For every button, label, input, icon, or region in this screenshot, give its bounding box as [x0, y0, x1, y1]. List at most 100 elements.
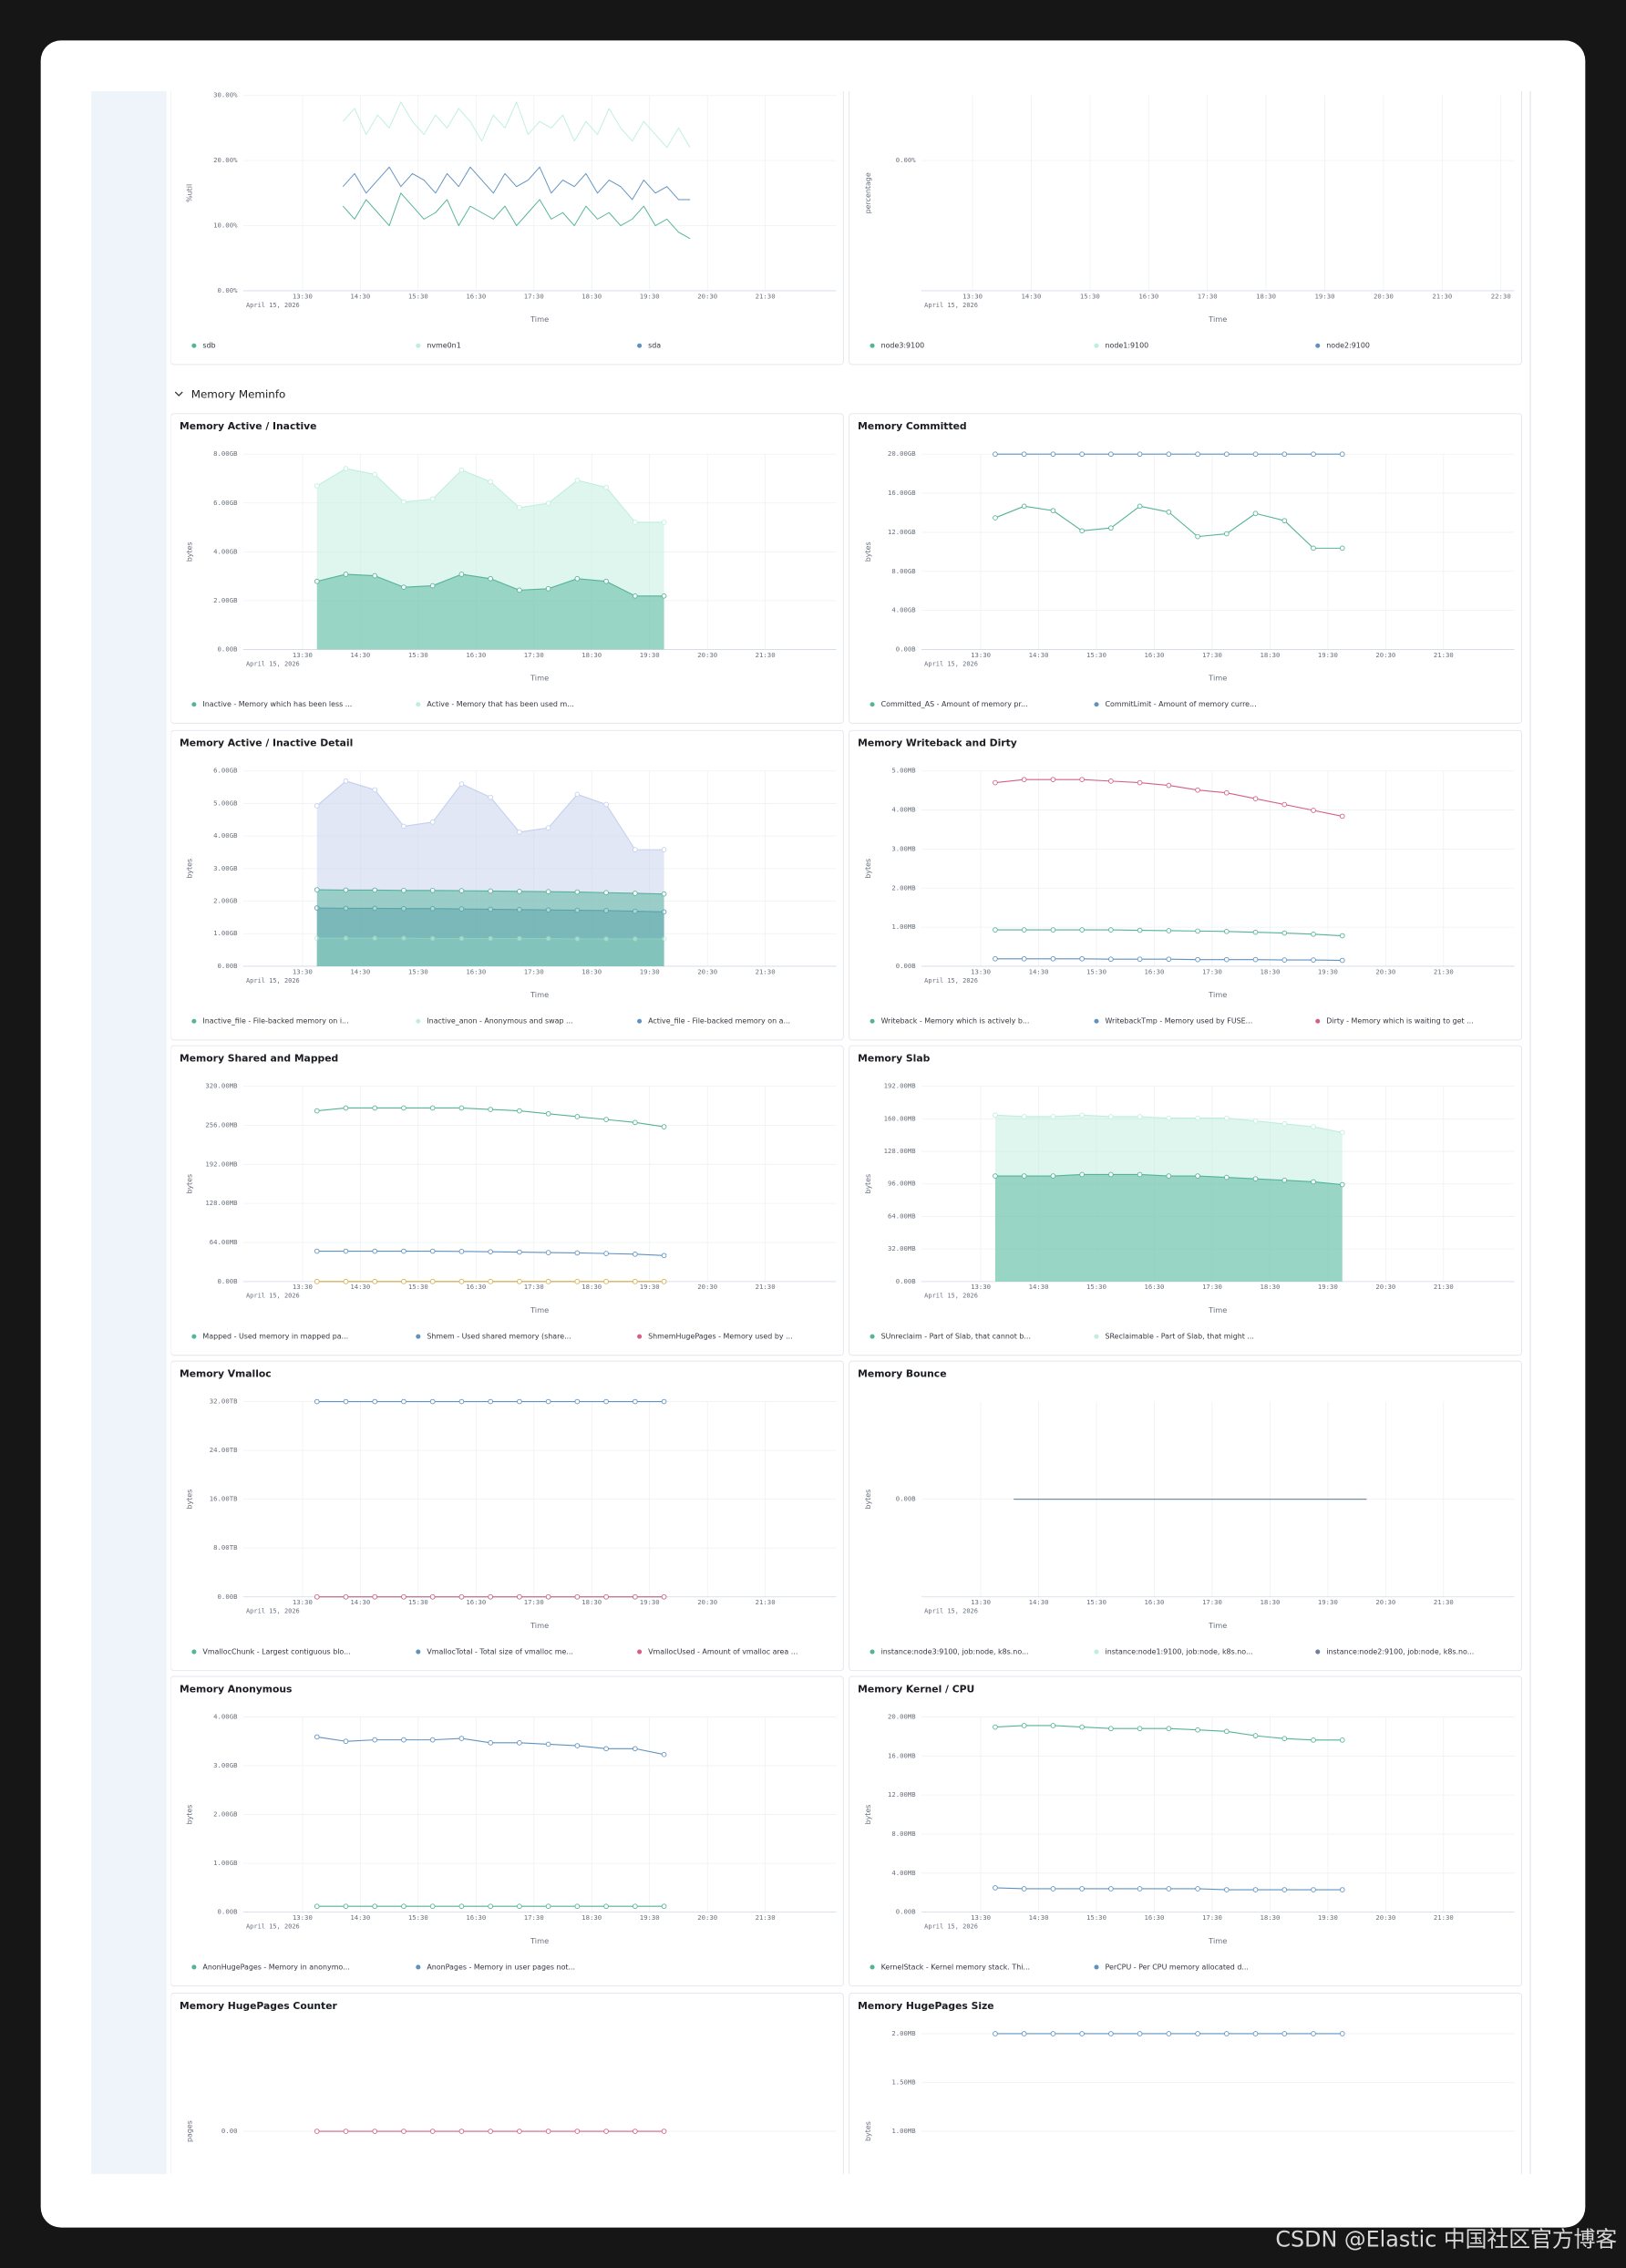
panel-frame	[849, 729, 1522, 1041]
data-point	[603, 2129, 609, 2134]
data-point	[993, 515, 998, 521]
data-point	[517, 1279, 522, 1284]
x-tick-label: 15:30	[408, 1913, 428, 1922]
date-label: April 15, 2026	[246, 660, 300, 667]
data-point	[488, 2129, 493, 2134]
y-tick-label: 4.00GB	[213, 1712, 238, 1720]
data-point	[993, 1173, 998, 1179]
data-point	[1050, 2031, 1056, 2036]
data-point	[343, 466, 349, 471]
data-point	[1050, 1173, 1056, 1179]
panel-title: Memory Vmalloc	[180, 1367, 272, 1379]
data-point	[1195, 1886, 1200, 1892]
panel: Memory HugePages Size bytes 1.00MB 1.50MB 2.…	[849, 1993, 1522, 2174]
y-axis-label: bytes	[864, 859, 872, 879]
x-tick-label: 22:30	[1491, 292, 1511, 300]
data-point	[574, 1903, 581, 1910]
data-point	[633, 1903, 638, 1910]
data-point	[993, 451, 998, 458]
x-tick-label: 13:30	[971, 1598, 991, 1606]
y-tick-label: 32.00TB	[210, 1397, 238, 1406]
data-point	[458, 888, 465, 893]
data-point	[1339, 933, 1345, 939]
data-point	[661, 1751, 667, 1758]
y-tick-label: 0.00B	[218, 1593, 239, 1601]
x-tick-label: 17:30	[1202, 967, 1222, 975]
x-tick-label: 15:30	[1086, 1283, 1106, 1291]
data-point	[1137, 779, 1143, 786]
data-point	[1079, 528, 1085, 534]
data-point	[458, 1736, 465, 1741]
data-point	[993, 927, 998, 933]
y-tick-label: 192.00MB	[205, 1160, 238, 1168]
legend-label: VmallocTotal - Total size of vmalloc me.…	[427, 1648, 573, 1656]
legend-label: sdb	[202, 342, 215, 350]
data-point	[574, 1250, 581, 1256]
x-tick-label: 19:30	[1318, 651, 1338, 659]
data-point	[1166, 956, 1172, 963]
panel: Memory Anonymous bytes 0.00B 1.00GB 2.00GB 3.…	[170, 1675, 844, 1987]
data-point	[1137, 956, 1143, 963]
data-point	[429, 1248, 436, 1254]
x-tick-label: 19:30	[640, 651, 660, 659]
y-tick-label: 3.00GB	[213, 1761, 238, 1769]
x-tick-label: 18:30	[1260, 1913, 1280, 1922]
data-point	[429, 582, 436, 589]
data-point	[343, 2129, 349, 2134]
data-point	[1166, 782, 1172, 789]
x-tick-label: 14:30	[350, 1283, 370, 1291]
data-point	[993, 1885, 998, 1891]
x-tick-label: 16:30	[1145, 1913, 1165, 1922]
data-point	[314, 1248, 320, 1254]
data-point	[372, 787, 378, 793]
x-tick-label: 16:30	[1145, 651, 1165, 659]
data-point	[993, 2031, 998, 2036]
collapse-chevron[interactable]	[174, 391, 183, 397]
y-tick-label: 0.00B	[896, 1908, 917, 1916]
section-title[interactable]: Memory Meminfo	[191, 388, 286, 401]
data-point	[488, 794, 493, 800]
y-tick-label: 16.00GB	[888, 489, 916, 497]
data-point	[603, 801, 609, 808]
data-point	[1021, 927, 1027, 933]
data-point	[372, 572, 378, 579]
y-tick-label: 4.00GB	[213, 547, 238, 555]
data-point	[343, 572, 349, 577]
x-tick-label: 13:30	[293, 1598, 313, 1606]
data-point	[633, 847, 638, 852]
data-point	[1079, 955, 1085, 962]
y-tick-label: 3.00GB	[213, 864, 238, 872]
data-point	[574, 575, 581, 582]
data-point	[993, 955, 998, 962]
panel-frame	[849, 1360, 1522, 1672]
panel-title: Memory Committed	[858, 420, 966, 432]
y-tick-label: 192.00MB	[884, 1082, 917, 1090]
panel-frame	[170, 90, 844, 366]
data-point	[429, 819, 436, 825]
data-point	[1339, 2031, 1345, 2036]
y-tick-label: 24.00TB	[210, 1446, 238, 1454]
y-axis-label: %util	[186, 184, 194, 202]
legend-swatch	[1094, 702, 1099, 707]
data-point	[458, 1279, 465, 1284]
data-point	[1021, 451, 1027, 458]
data-point	[1339, 813, 1345, 820]
y-tick-label: 0.00B	[218, 1908, 239, 1916]
y-tick-label: 160.00MB	[884, 1114, 917, 1122]
legend-label: Committed_AS - Amount of memory pr...	[881, 700, 1028, 708]
data-point	[1195, 2031, 1200, 2036]
data-point	[1166, 509, 1172, 515]
data-point	[603, 890, 609, 896]
legend-label: sda	[648, 342, 661, 350]
x-tick-label: 18:30	[1256, 292, 1276, 300]
x-tick-label: 16:30	[466, 292, 486, 300]
data-point	[372, 1398, 378, 1405]
date-label: April 15, 2026	[924, 1923, 978, 1931]
data-point	[545, 1593, 551, 1600]
data-point	[1252, 929, 1259, 935]
x-tick-label: 16:30	[1138, 292, 1158, 300]
data-point	[1281, 518, 1288, 523]
panel: Memory Writeback and Dirty bytes 0.00B 1.00…	[849, 729, 1522, 1041]
data-point	[1252, 796, 1259, 801]
x-tick-label: 20:30	[697, 967, 717, 975]
